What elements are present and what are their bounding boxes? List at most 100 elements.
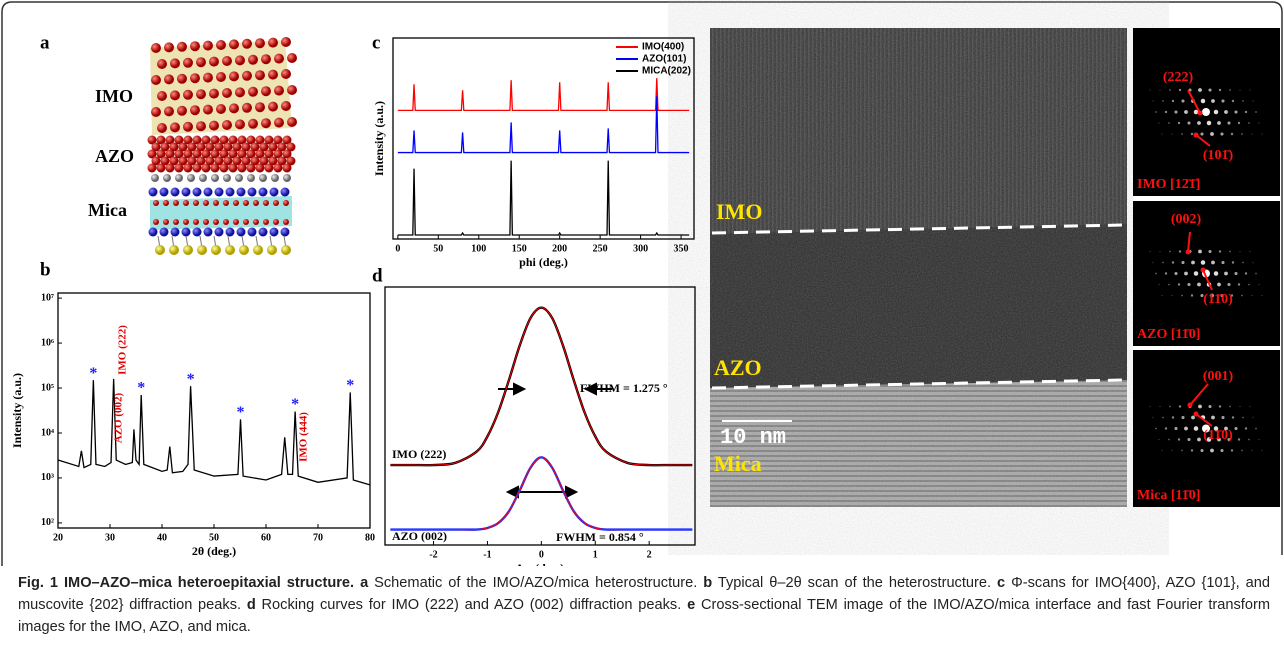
atom — [193, 219, 199, 225]
x-tick-label: 50 — [433, 243, 443, 254]
atom — [229, 103, 239, 114]
fft-spot — [1248, 122, 1250, 124]
atom — [268, 142, 278, 152]
atom — [287, 53, 297, 63]
x-axis-label: Δω (deg.) — [516, 561, 564, 566]
fft-arrow — [1189, 383, 1209, 406]
x-tick-label: 2 — [647, 549, 652, 560]
fft-spot — [1231, 99, 1235, 103]
atom — [235, 87, 245, 98]
atom — [237, 163, 247, 173]
fft-spot — [1237, 283, 1241, 286]
atom — [248, 54, 258, 65]
fft-spot — [1174, 110, 1178, 114]
fft-spot — [1258, 438, 1260, 441]
panel-letter: c — [372, 32, 380, 53]
fft-arrow — [1195, 134, 1211, 147]
atom — [225, 227, 235, 237]
atom — [157, 123, 167, 133]
atom — [213, 219, 219, 225]
atom — [192, 163, 202, 173]
atom — [156, 163, 166, 173]
fft-spot — [1230, 132, 1234, 136]
atom — [163, 219, 169, 225]
fft-spot — [1155, 111, 1157, 113]
atom — [178, 142, 188, 152]
atom — [201, 135, 211, 145]
atom — [228, 163, 238, 173]
fft-arrow-head — [1185, 249, 1191, 255]
fft-separator — [1133, 346, 1280, 350]
atom — [187, 142, 197, 152]
atom — [241, 156, 251, 166]
fft-spot — [1198, 404, 1202, 409]
atom — [174, 135, 184, 145]
x-tick-label: 200 — [552, 243, 567, 254]
atom — [277, 156, 287, 166]
fft-spot — [1237, 121, 1241, 125]
x-tick-label: 50 — [209, 532, 219, 543]
atom — [235, 55, 245, 66]
scale-bar-label: 10 nm — [720, 425, 786, 450]
atom — [223, 156, 233, 166]
fft-spot — [1206, 120, 1212, 126]
fft-spot — [1193, 271, 1199, 276]
atom — [232, 156, 242, 166]
atom — [255, 70, 265, 81]
fft-spot — [1158, 283, 1160, 286]
atom — [170, 187, 180, 197]
fft-spot — [1158, 122, 1160, 124]
atom — [181, 227, 191, 237]
fft-spot — [1171, 99, 1175, 103]
atom — [201, 163, 211, 173]
atom — [223, 200, 229, 206]
fft-spot — [1242, 261, 1244, 264]
caption-label: c — [997, 575, 1006, 591]
fft-spot — [1229, 250, 1231, 253]
atom — [283, 174, 291, 182]
peak-marker: * — [137, 380, 145, 397]
fft-spot — [1217, 282, 1221, 287]
fft-spot — [1200, 448, 1204, 453]
x-tick-label: 150 — [512, 243, 527, 254]
atom — [159, 227, 169, 237]
fft-spot — [1164, 427, 1168, 430]
atom — [183, 149, 193, 159]
atom — [253, 219, 259, 225]
atom — [177, 73, 187, 84]
fft-zone-label: AZO [11̄0] — [1137, 327, 1200, 342]
fft-spot — [1174, 271, 1178, 276]
fft-spot-label: (11̄0) — [1203, 428, 1233, 443]
atom — [255, 102, 265, 113]
y-tick-label: 10⁵ — [41, 382, 54, 393]
fft-spot — [1241, 133, 1243, 135]
fft-arrow-head — [1187, 402, 1193, 408]
fft-spot — [1181, 99, 1185, 103]
fft-spot — [1190, 449, 1194, 452]
atom — [274, 53, 284, 64]
fft-spot — [1181, 260, 1185, 265]
fft-spot — [1161, 449, 1163, 452]
atom — [259, 174, 267, 182]
fft-spot — [1258, 122, 1260, 124]
fft-spot — [1241, 294, 1243, 297]
atom — [174, 149, 184, 159]
atom — [261, 118, 271, 129]
atom — [274, 117, 284, 128]
fft-spot — [1197, 121, 1201, 125]
atom — [273, 219, 279, 225]
fft-spot — [1155, 272, 1157, 275]
panel-letter: d — [372, 265, 383, 286]
fft-spot — [1213, 271, 1219, 276]
caption-text: Schematic of the IMO/AZO/mica heterostru… — [374, 575, 698, 591]
fft-spot — [1181, 415, 1185, 420]
fft-spot — [1224, 271, 1228, 276]
atom — [277, 142, 287, 152]
fft-spot — [1191, 415, 1195, 420]
fft-spot — [1177, 121, 1181, 125]
fft-spot — [1171, 416, 1175, 419]
atom — [156, 135, 166, 145]
atom — [155, 245, 165, 255]
x-tick-label: 0 — [539, 549, 544, 560]
